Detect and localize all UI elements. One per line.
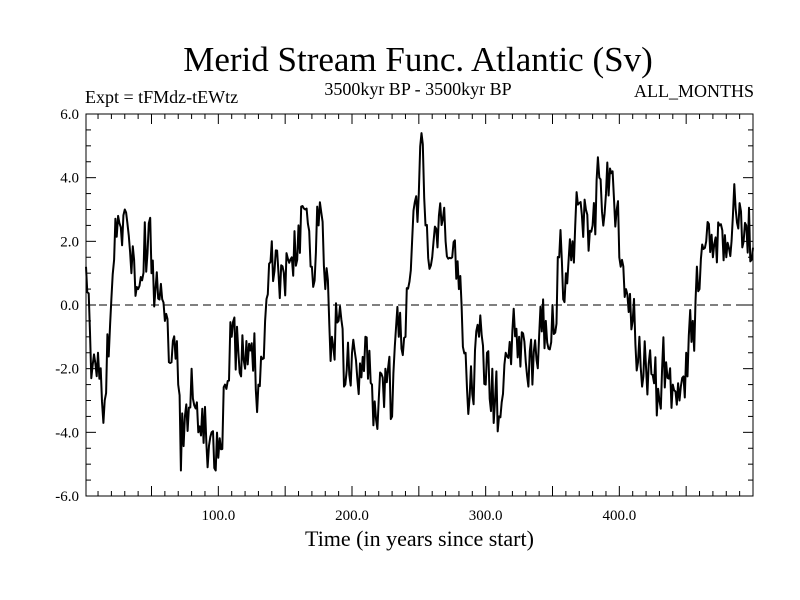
chart-title: Merid Stream Func. Atlantic (Sv) xyxy=(183,40,653,79)
months-label: ALL_MONTHS xyxy=(634,81,754,101)
y-tick-label: -4.0 xyxy=(55,425,79,441)
plot-frame xyxy=(85,113,754,497)
x-tick-label: 400.0 xyxy=(602,508,636,524)
period-label: 3500kyr BP - 3500kyr BP xyxy=(324,79,512,99)
tick-labels: 6.0 4.0 2.0 0.0 -2.0 -4.0 -6.0 100.0 200.0 300.0 4… xyxy=(55,107,636,524)
x-axis-label: Time (in years since start) xyxy=(305,526,534,551)
x-tick-label: 100.0 xyxy=(201,508,235,524)
y-tick-label: 0.0 xyxy=(60,298,79,314)
y-tick-label: -2.0 xyxy=(55,362,79,378)
y-tick-label: 2.0 xyxy=(60,234,79,250)
y-tick-label: -6.0 xyxy=(55,489,79,505)
y-tick-label: 6.0 xyxy=(60,107,79,123)
y-tick-label: 4.0 xyxy=(60,171,79,187)
experiment-label: Expt = tFMdz-tEWtz xyxy=(85,87,239,107)
x-tick-label: 200.0 xyxy=(335,508,369,524)
x-tick-label: 300.0 xyxy=(469,508,503,524)
tick-marks xyxy=(86,114,753,496)
series-line xyxy=(85,132,754,472)
